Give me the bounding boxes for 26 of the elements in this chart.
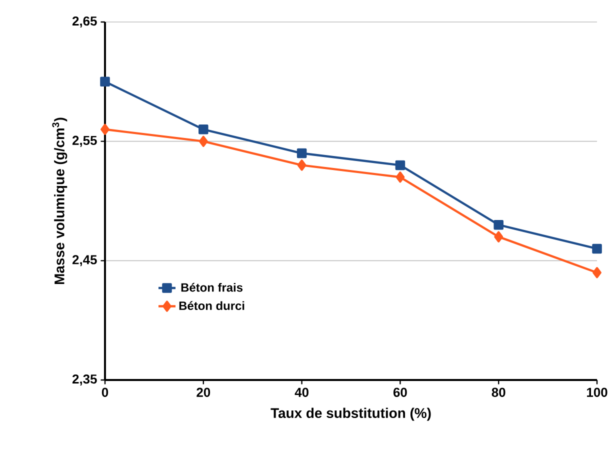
y-tick-label: 2,55 [72,136,97,147]
x-tick-label: 100 [587,388,608,397]
point [494,220,504,230]
point [395,160,406,170]
x-axis-title: Taux de substitution (%) [270,408,431,421]
point [296,148,307,158]
y-tick-label: 2,45 [72,255,97,266]
point [297,160,306,171]
x-tick-label: 20 [196,388,210,397]
point [198,124,208,134]
legend-label: Béton durci [179,301,244,310]
x-tick-label: 0 [102,388,108,397]
x-tick-label: 60 [393,388,407,397]
point [592,267,602,278]
legend-label: Béton frais [181,282,243,292]
point [396,172,405,183]
y-tick-label: 2,65 [72,16,97,28]
point [198,136,208,147]
point [592,244,602,254]
y-tick-label: 2,35 [72,374,97,386]
y-axis-title: Masse volumique (g/cm$^{3}$) [52,118,68,284]
point [100,124,110,135]
x-tick-label: 40 [294,388,308,397]
point [494,231,504,242]
x-tick-label: 80 [492,388,506,397]
point [100,76,110,87]
